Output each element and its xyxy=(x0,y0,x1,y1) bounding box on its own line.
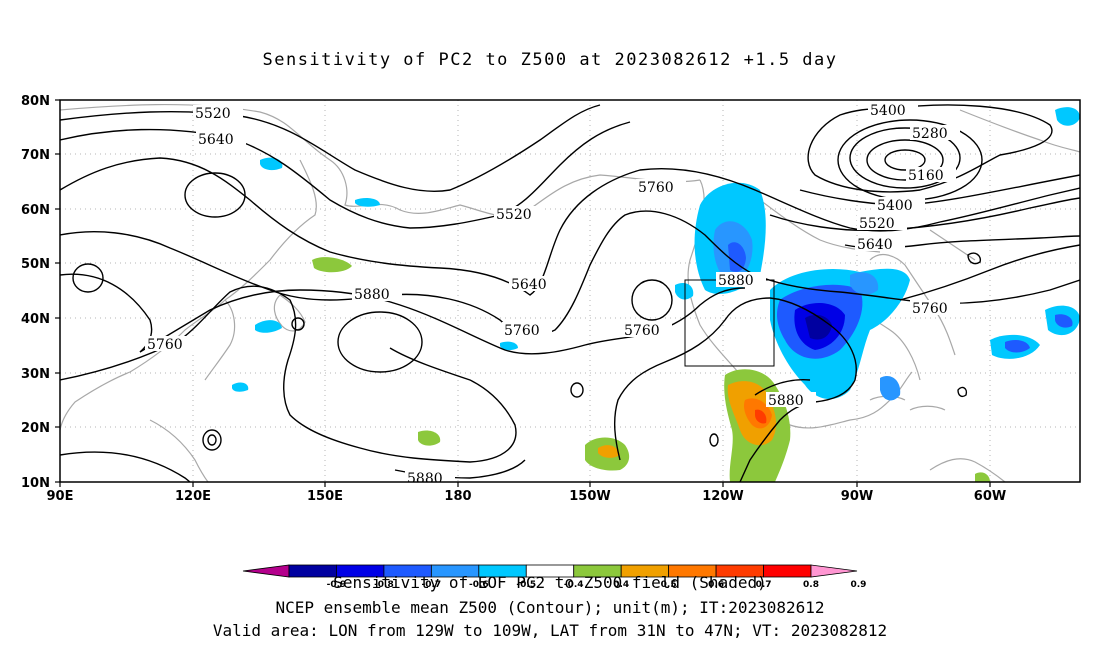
colorbar-swatch xyxy=(810,564,858,578)
lat-label: 50N xyxy=(21,257,50,272)
contour-label: 5520 xyxy=(496,207,532,223)
contour-label: 5760 xyxy=(504,323,540,339)
colorbar-tick-label: 0.6 xyxy=(708,580,724,590)
shaded-sensitivity xyxy=(232,107,1080,482)
lat-label: 60N xyxy=(21,203,50,218)
contour-label: 5160 xyxy=(908,168,944,184)
latitude-labels: 80N 70N 60N 50N 40N 30N 20N 10N xyxy=(21,94,50,491)
caption-line-2: NCEP ensemble mean Z500 (Contour); unit(… xyxy=(275,598,825,617)
lat-label: 40N xyxy=(21,312,50,327)
contour-label: 5880 xyxy=(354,287,390,303)
lon-label: 90E xyxy=(47,489,74,504)
contour-label: 5880 xyxy=(407,471,443,487)
tick-marks xyxy=(55,99,991,487)
colorbar-tick-label: -0.7 xyxy=(422,580,442,590)
contour-label: 5400 xyxy=(877,198,913,214)
lon-label: 60W xyxy=(974,489,1006,504)
lat-label: 80N xyxy=(21,94,50,109)
contour-label: 5280 xyxy=(912,126,948,142)
contour-label: 5520 xyxy=(195,106,231,122)
contour-label: 5640 xyxy=(198,132,234,148)
lon-label: 150E xyxy=(307,489,343,504)
contour-label: 5880 xyxy=(768,393,804,409)
colorbar-tick-label: 0.4 xyxy=(613,580,629,590)
lat-label: 70N xyxy=(21,148,50,163)
contour-label: 5760 xyxy=(147,337,183,353)
lon-label: 90W xyxy=(841,489,873,504)
colorbar-tick-label: -0.8 xyxy=(374,580,394,590)
colorbar: -0.9 -0.8 -0.7 -0.6 -0.5 -0.4 0.4 0.5 0.6 0.7 0.8 0… xyxy=(242,564,866,590)
lon-label: 150W xyxy=(569,489,610,504)
longitude-labels: 90E 120E 150E 180 150W 120W 90W 60W xyxy=(47,489,1007,504)
lon-label: 120E xyxy=(175,489,211,504)
colorbar-tick-label: -0.6 xyxy=(469,580,489,590)
colorbar-tick-label: 0.9 xyxy=(850,580,866,590)
plot-area xyxy=(60,100,1080,482)
lon-label: 180 xyxy=(444,489,471,504)
contour-label: 5760 xyxy=(638,180,674,196)
contour-label: 5760 xyxy=(624,323,660,339)
caption-line-1: Sensitivity of EOF PC2 to Z500 field (Sh… xyxy=(333,573,767,592)
contour-label: 5760 xyxy=(912,301,948,317)
contour-label: 5640 xyxy=(511,277,547,293)
colorbar-tick-label: -0.4 xyxy=(564,580,584,590)
colorbar-tick-label: -0.9 xyxy=(327,580,347,590)
lat-label: 20N xyxy=(21,421,50,436)
map-title: Sensitivity of PC2 to Z500 at 2023082612… xyxy=(262,50,838,70)
lat-label: 10N xyxy=(21,476,50,491)
contour-label: 5880 xyxy=(718,273,754,289)
caption-line-3: Valid area: LON from 129W to 109W, LAT f… xyxy=(212,621,888,640)
contour-label: 5400 xyxy=(870,103,906,119)
contour-label: 5640 xyxy=(857,237,893,253)
contour-label: 5520 xyxy=(859,216,895,232)
colorbar-tick-label: 0.5 xyxy=(661,580,677,590)
contour-labels: 5520 5640 5520 5640 5760 5760 5760 5760 … xyxy=(145,102,960,487)
lat-label: 30N xyxy=(21,367,50,382)
colorbar-tick-label: -0.5 xyxy=(516,580,536,590)
lon-label: 120W xyxy=(702,489,743,504)
plot-frame xyxy=(59,99,1081,483)
colorbar-tick-label: 0.8 xyxy=(803,580,819,590)
colorbar-tick-label: 0.7 xyxy=(756,580,772,590)
